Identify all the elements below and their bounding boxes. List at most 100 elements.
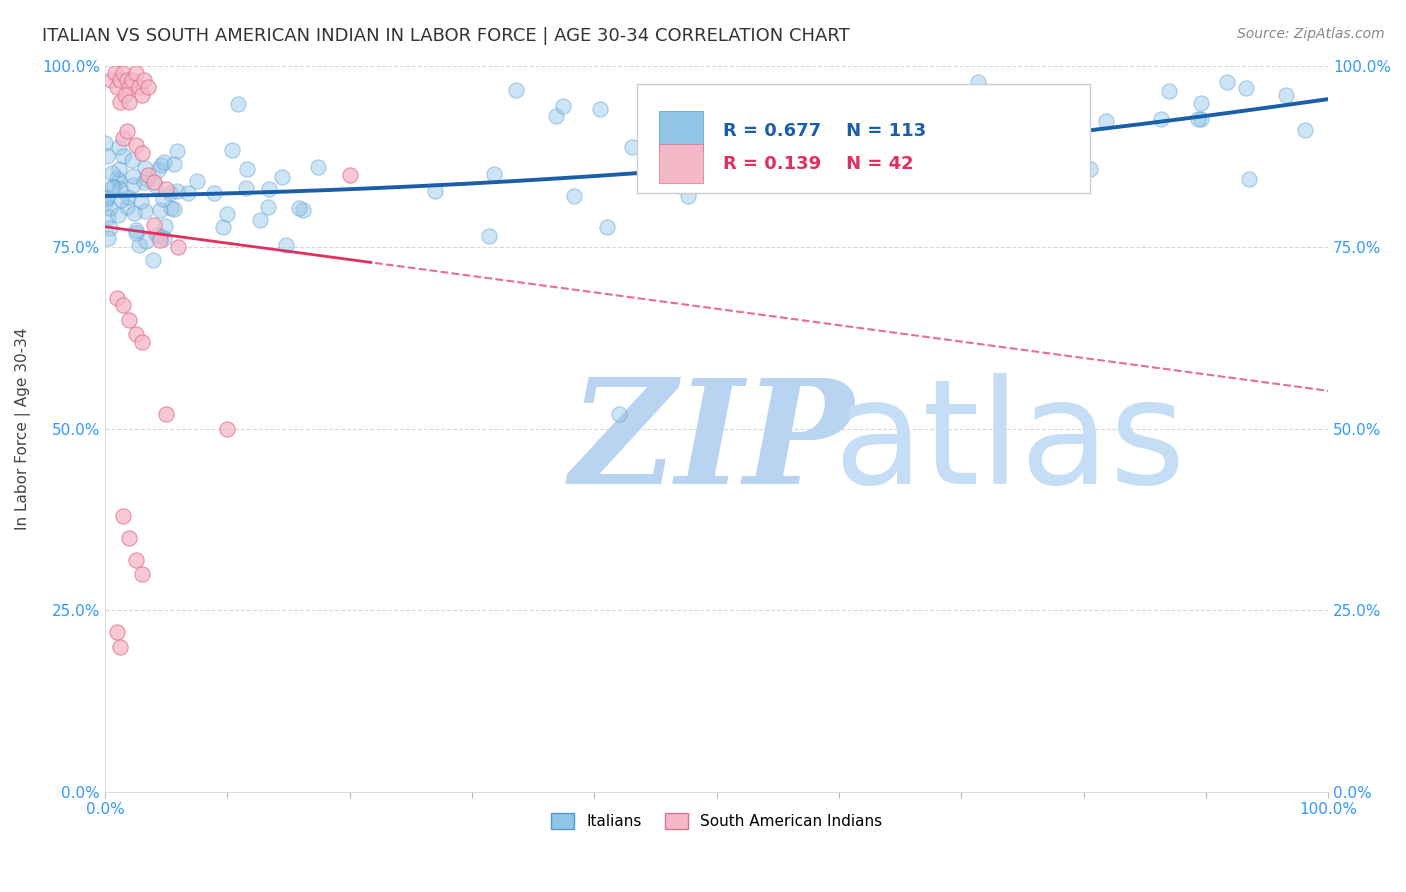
- FancyBboxPatch shape: [637, 84, 1090, 193]
- Point: [166, 184, 188, 198]
- Point: [98, 201, 121, 215]
- Point: [160, 201, 183, 215]
- Point: [122, 206, 145, 220]
- Point: [817, 156, 839, 170]
- Point: [153, 219, 176, 233]
- Point: [115, 73, 138, 87]
- Point: [97, 210, 120, 224]
- Point: [132, 175, 155, 189]
- Point: [685, 145, 707, 160]
- Point: [589, 103, 612, 117]
- Point: [149, 233, 172, 247]
- Point: [117, 190, 139, 204]
- Point: [292, 202, 315, 217]
- Point: [100, 73, 122, 87]
- Point: [202, 186, 225, 200]
- Point: [669, 179, 692, 194]
- Point: [235, 181, 257, 195]
- Point: [146, 227, 169, 242]
- Point: [1149, 112, 1171, 126]
- Point: [114, 87, 136, 102]
- Point: [152, 192, 174, 206]
- Point: [1239, 172, 1261, 186]
- Point: [596, 220, 619, 235]
- Point: [118, 80, 141, 95]
- Point: [159, 186, 181, 200]
- Point: [943, 130, 966, 145]
- Point: [124, 327, 146, 342]
- Point: [115, 124, 138, 138]
- Point: [122, 169, 145, 183]
- Point: [103, 179, 125, 194]
- Point: [148, 202, 170, 217]
- Point: [800, 136, 823, 151]
- Point: [107, 170, 129, 185]
- Point: [793, 117, 815, 131]
- Point: [908, 145, 931, 160]
- Point: [217, 422, 239, 436]
- Point: [100, 179, 122, 194]
- Point: [665, 169, 688, 184]
- Point: [136, 168, 159, 182]
- Point: [108, 139, 131, 153]
- Point: [177, 186, 200, 201]
- Point: [107, 208, 129, 222]
- Point: [167, 240, 190, 254]
- Legend: Italians, South American Indians: Italians, South American Indians: [546, 807, 889, 835]
- Point: [249, 213, 271, 227]
- Point: [1216, 75, 1239, 89]
- Point: [621, 139, 644, 153]
- Point: [125, 223, 148, 237]
- Point: [155, 407, 177, 421]
- Point: [562, 188, 585, 202]
- Point: [163, 202, 186, 217]
- Point: [111, 149, 134, 163]
- Point: [105, 625, 128, 640]
- Point: [108, 73, 131, 87]
- Text: Source: ZipAtlas.com: Source: ZipAtlas.com: [1237, 27, 1385, 41]
- Point: [131, 334, 153, 349]
- Point: [125, 227, 148, 241]
- Point: [745, 160, 768, 174]
- Point: [1189, 112, 1212, 126]
- Point: [166, 144, 188, 158]
- Point: [860, 140, 883, 154]
- Point: [676, 189, 699, 203]
- Point: [118, 313, 141, 327]
- Point: [841, 170, 863, 185]
- Point: [122, 178, 145, 192]
- Point: [107, 174, 129, 188]
- Point: [134, 203, 156, 218]
- Point: [121, 153, 143, 168]
- Point: [163, 157, 186, 171]
- Point: [108, 95, 131, 109]
- Point: [129, 194, 152, 209]
- Point: [186, 174, 208, 188]
- Point: [423, 184, 446, 198]
- Point: [118, 531, 141, 545]
- Point: [131, 87, 153, 102]
- Point: [142, 252, 165, 267]
- Point: [832, 119, 855, 133]
- Point: [1187, 112, 1209, 126]
- Point: [257, 181, 280, 195]
- Point: [101, 166, 124, 180]
- Point: [236, 161, 259, 176]
- Point: [136, 80, 159, 95]
- Point: [128, 80, 150, 95]
- Point: [94, 136, 117, 150]
- Point: [105, 291, 128, 305]
- Point: [108, 640, 131, 654]
- Point: [995, 119, 1018, 133]
- Point: [115, 200, 138, 214]
- Point: [844, 138, 866, 153]
- FancyBboxPatch shape: [659, 144, 703, 183]
- Point: [104, 66, 127, 80]
- Point: [257, 200, 280, 214]
- Point: [135, 172, 157, 186]
- Point: [276, 238, 298, 252]
- Point: [882, 150, 904, 164]
- Point: [1157, 84, 1180, 98]
- Point: [118, 95, 141, 109]
- Point: [880, 118, 903, 132]
